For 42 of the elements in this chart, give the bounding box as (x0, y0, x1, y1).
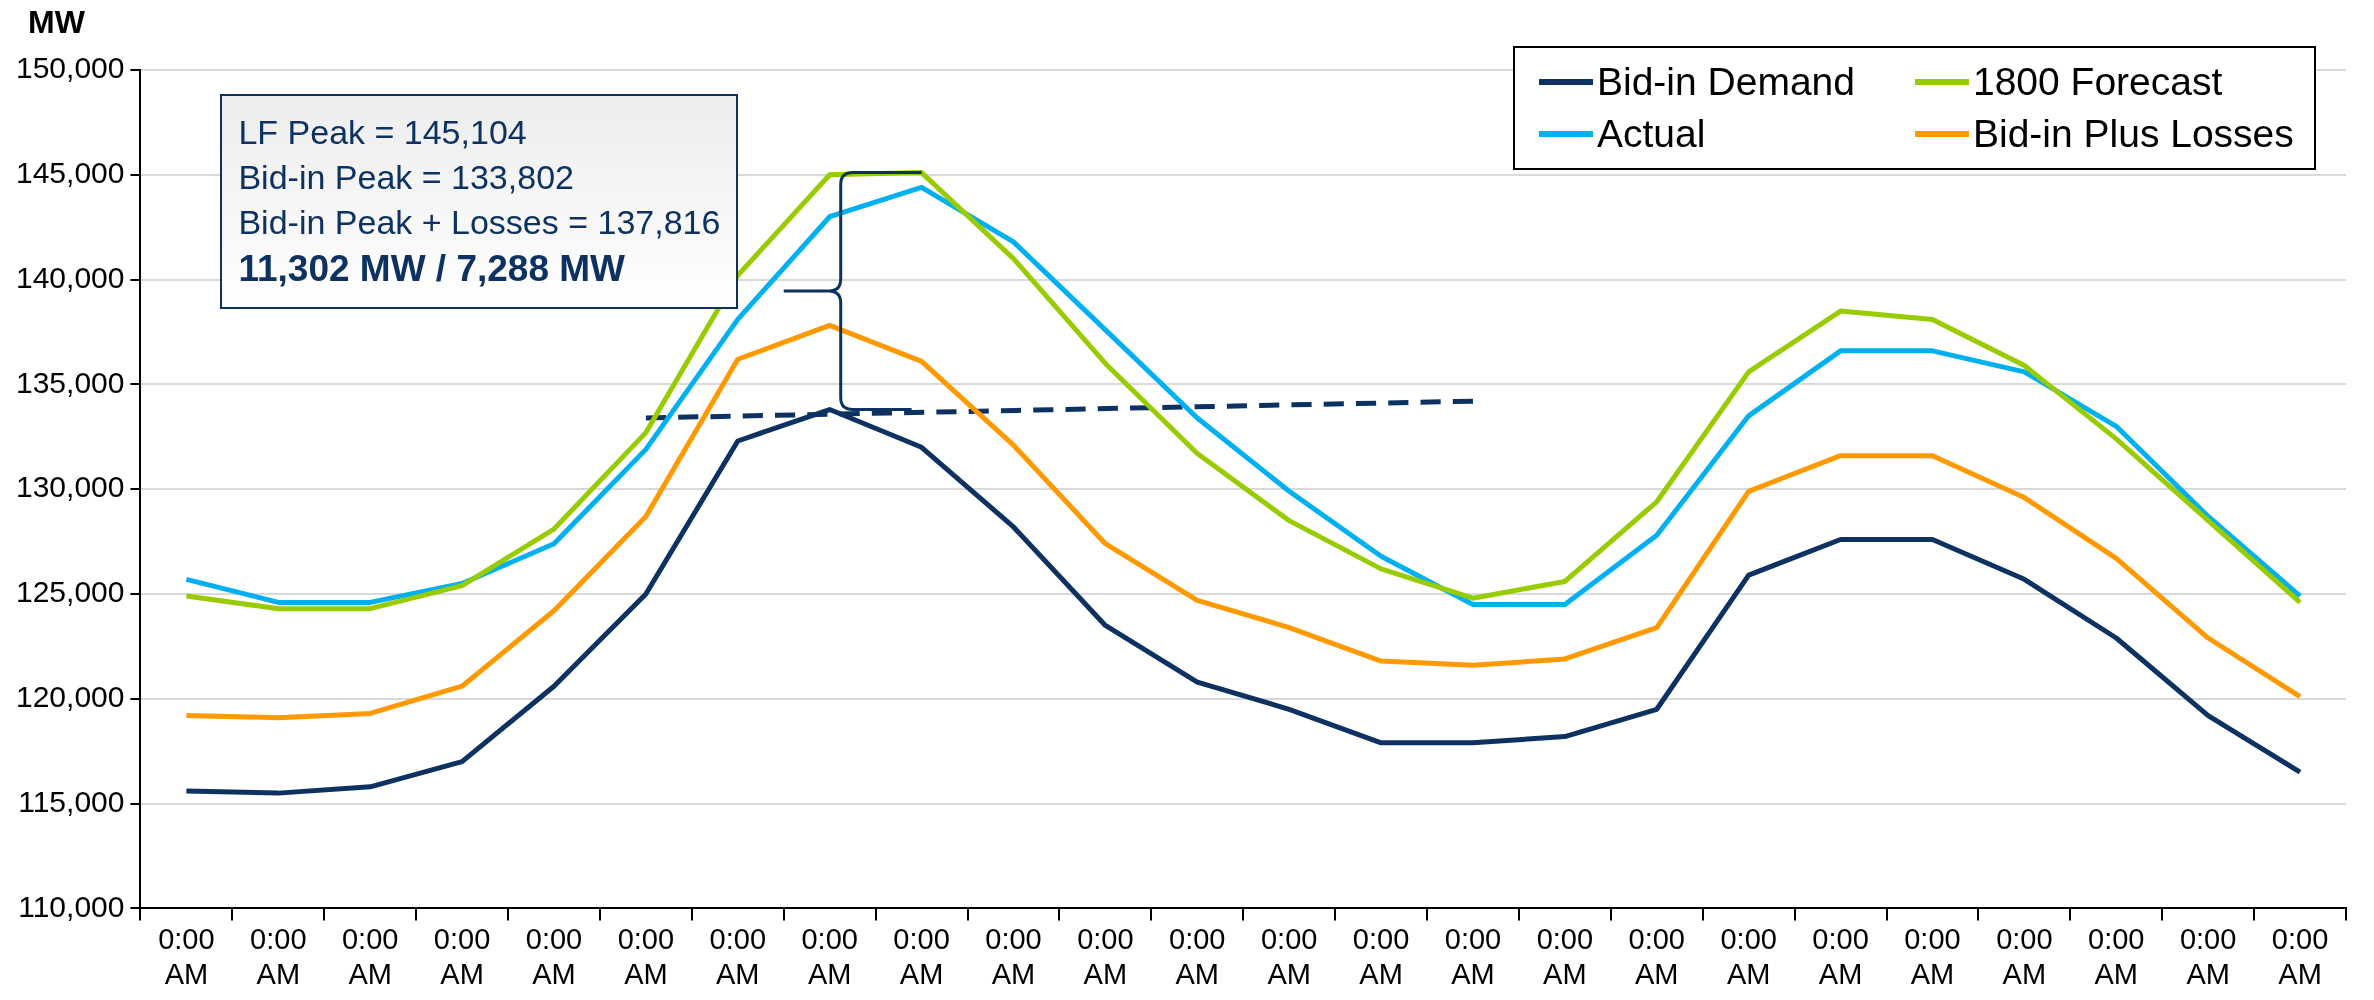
x-tick-label: 0:00 AM (1352, 922, 1410, 990)
x-tick-label: 0:00 AM (158, 922, 215, 990)
y-tick-label: 135,000 (15, 365, 125, 399)
x-tick-label: 0:00 AM (617, 922, 675, 990)
y-axis-title: MW (28, 3, 86, 40)
annotation: Bid-in Peak = 133,802 (238, 156, 575, 198)
y-tick-label: 140,000 (15, 260, 125, 294)
legend-label: 1800 Forecast (1972, 60, 2223, 104)
y-tick-label: 150,000 (15, 51, 125, 85)
x-tick-label: 0:00 AM (1720, 922, 1777, 990)
x-tick-label: 0:00 AM (341, 922, 399, 990)
x-tick-label: 0:00 AM (1444, 922, 1502, 990)
x-tick-label: 0:00 AM (893, 922, 950, 990)
legend-label: Actual (1597, 112, 1706, 156)
x-tick-label: 0:00 AM (709, 922, 767, 990)
y-tick-label: 115,000 (18, 784, 125, 818)
annotation: 11,302 MW / 7,288 MW (238, 246, 627, 291)
x-tick-label: 0:00 AM (1260, 922, 1318, 990)
y-tick-label: 125,000 (15, 575, 125, 609)
x-tick-label: 0:00 AM (2088, 922, 2145, 990)
x-tick-label: 0:00 AM (525, 922, 583, 990)
y-tick-label: 130,000 (15, 470, 125, 504)
annotation: Bid-in Peak + Losses = 137,816 (238, 201, 721, 243)
x-tick-label: 0:00 AM (1077, 922, 1134, 990)
x-tick-label: 0:00 AM (2271, 922, 2329, 990)
x-tick-label: 0:00 AM (1536, 922, 1594, 990)
annotation: LF Peak = 145,104 (238, 112, 528, 153)
x-tick-label: 0:00 AM (1169, 922, 1226, 990)
x-tick-label: 0:00 AM (1904, 922, 1961, 990)
x-tick-label: 0:00 AM (1812, 922, 1869, 990)
y-tick-label: 145,000 (15, 156, 125, 190)
x-tick-label: 0:00 AM (985, 922, 1042, 990)
x-tick-label: 0:00 AM (433, 922, 491, 990)
x-tick-label: 0:00 AM (801, 922, 858, 990)
legend-label: Bid-in Plus Losses (1972, 112, 2294, 156)
x-tick-label: 0:00 AM (1996, 922, 2053, 990)
x-tick-label: 0:00 AM (2179, 922, 2237, 990)
x-tick-label: 0:00 AM (1628, 922, 1685, 990)
legend-label: Bid-in Demand (1597, 60, 1855, 104)
y-tick-label: 120,000 (15, 680, 125, 714)
x-tick-label: 0:00 AM (250, 922, 307, 990)
y-tick-label: 110,000 (18, 889, 125, 923)
